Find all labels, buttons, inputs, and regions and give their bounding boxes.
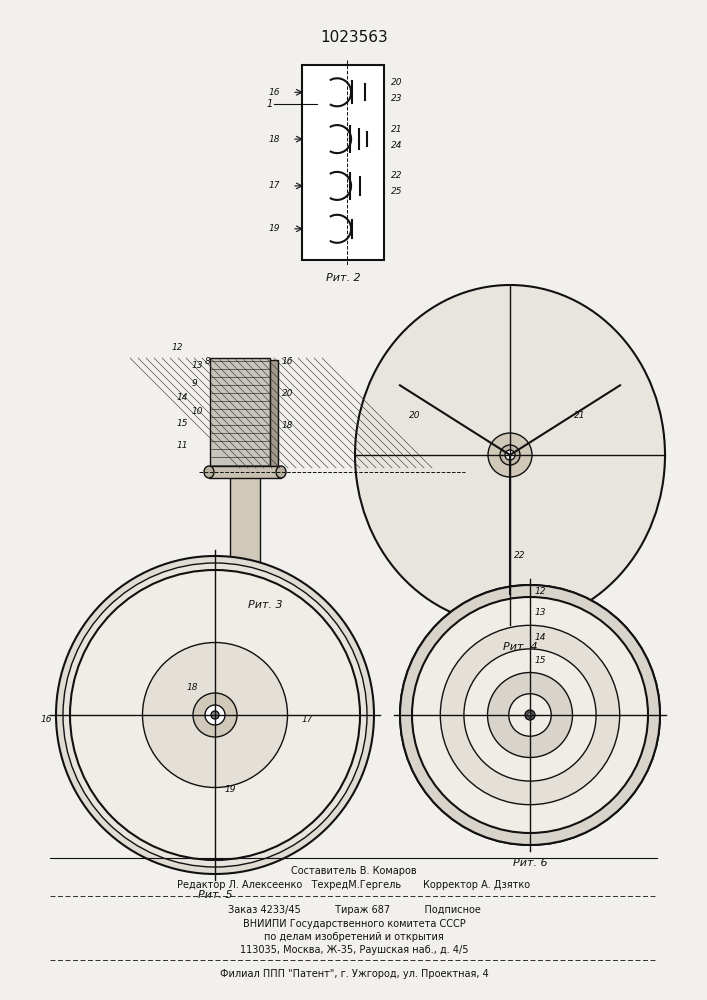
Bar — [209, 466, 281, 478]
Text: 14: 14 — [177, 393, 189, 402]
Text: 18: 18 — [187, 682, 199, 692]
Text: Рит. 2: Рит. 2 — [326, 273, 361, 283]
Text: 1: 1 — [267, 99, 273, 109]
Text: 1023563: 1023563 — [320, 30, 388, 45]
Circle shape — [464, 649, 596, 781]
Text: 16: 16 — [40, 716, 52, 724]
Text: 21: 21 — [391, 125, 402, 134]
Circle shape — [528, 713, 532, 717]
Circle shape — [500, 445, 520, 465]
Bar — [210, 358, 270, 468]
Text: 19: 19 — [269, 224, 280, 233]
Text: 16: 16 — [282, 357, 293, 365]
Text: 12: 12 — [535, 587, 547, 596]
Ellipse shape — [355, 285, 665, 625]
Circle shape — [63, 563, 367, 867]
Ellipse shape — [276, 466, 286, 478]
Bar — [230, 468, 260, 583]
Text: Редактор Л. Алексеенко   ТехредМ.Гергель       Корректор А. Дзятко: Редактор Л. Алексеенко ТехредМ.Гергель К… — [177, 880, 530, 890]
Text: Заказ 4233/45           Тираж 687           Подписное: Заказ 4233/45 Тираж 687 Подписное — [228, 905, 481, 915]
Text: 13: 13 — [535, 608, 547, 617]
Text: 20: 20 — [391, 78, 402, 87]
Text: 18: 18 — [282, 422, 293, 430]
Circle shape — [505, 450, 515, 460]
Circle shape — [412, 597, 648, 833]
Circle shape — [509, 694, 551, 736]
Text: 15: 15 — [177, 418, 189, 428]
Text: 15: 15 — [535, 656, 547, 665]
Text: 23: 23 — [391, 94, 402, 103]
Text: 22: 22 — [514, 550, 526, 560]
Circle shape — [488, 433, 532, 477]
Text: Рит. 6: Рит. 6 — [513, 858, 547, 868]
Text: 12: 12 — [172, 344, 184, 353]
Bar — [302, 65, 384, 260]
Text: Рит. 4: Рит. 4 — [503, 642, 537, 652]
Text: 22: 22 — [391, 171, 402, 180]
Circle shape — [56, 556, 374, 874]
Circle shape — [440, 625, 619, 805]
Ellipse shape — [204, 466, 214, 478]
Text: Филиал ППП "Патент", г. Ужгород, ул. Проектная, 4: Филиал ППП "Патент", г. Ужгород, ул. Про… — [220, 969, 489, 979]
Circle shape — [70, 570, 360, 860]
Text: Рит. 5: Рит. 5 — [198, 890, 233, 900]
Text: 20: 20 — [282, 388, 293, 397]
Text: 113035, Москва, Ж-35, Раушская наб., д. 4/5: 113035, Москва, Ж-35, Раушская наб., д. … — [240, 945, 468, 955]
Circle shape — [143, 643, 288, 788]
Text: 19: 19 — [225, 786, 237, 794]
Text: 21: 21 — [574, 410, 586, 420]
Text: по делам изобретений и открытия: по делам изобретений и открытия — [264, 932, 444, 942]
Text: Рит. 3: Рит. 3 — [247, 600, 282, 610]
Text: 13: 13 — [192, 361, 204, 370]
Text: 14: 14 — [535, 633, 547, 642]
Circle shape — [211, 711, 219, 719]
Circle shape — [488, 673, 573, 757]
Text: 8: 8 — [205, 358, 211, 366]
Circle shape — [193, 693, 237, 737]
Circle shape — [205, 705, 225, 725]
Text: 17: 17 — [302, 716, 313, 724]
Text: 25: 25 — [391, 187, 402, 196]
Text: 16: 16 — [269, 88, 280, 97]
Text: 9: 9 — [192, 378, 198, 387]
Text: 18: 18 — [269, 135, 280, 144]
Text: 17: 17 — [269, 181, 280, 190]
Bar — [270, 360, 278, 466]
Text: 24: 24 — [391, 141, 402, 150]
Text: 20: 20 — [409, 410, 421, 420]
Text: Составитель В. Комаров: Составитель В. Комаров — [291, 866, 417, 876]
Text: ВНИИПИ Государственного комитета СССР: ВНИИПИ Государственного комитета СССР — [243, 919, 465, 929]
Text: 10: 10 — [192, 406, 204, 416]
Circle shape — [525, 710, 535, 720]
Text: 11: 11 — [177, 442, 189, 450]
Circle shape — [400, 585, 660, 845]
